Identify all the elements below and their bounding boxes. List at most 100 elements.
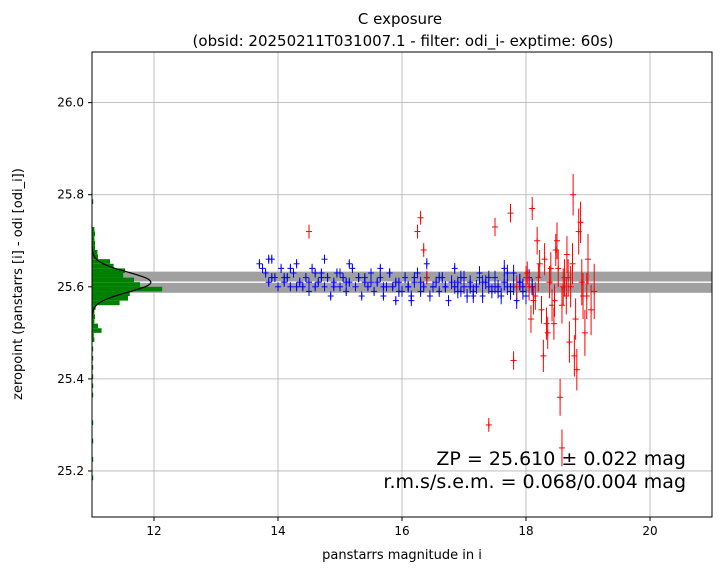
histogram-bar [92,249,98,255]
rejected-star-point [546,266,553,299]
histogram-bar [92,392,94,398]
used-star-point [380,291,387,301]
rejected-star-point [570,174,577,216]
y-tick-label: 26.0 [57,96,84,110]
used-star-point [504,278,511,296]
rejected-star-point [414,224,421,239]
used-star-point [343,277,350,287]
rejected-star-point [551,284,558,317]
x-tick-label: 14 [270,524,285,538]
rejected-star-point [420,243,427,257]
rejected-star-point [423,270,430,285]
used-star-point [256,259,263,269]
rejected-stars-series [306,174,598,467]
used-star-point [402,272,409,284]
histogram-bar [92,240,95,246]
used-star-point [355,272,362,283]
histogram-bar [92,277,134,283]
used-star-point [293,282,300,292]
rejected-star-point [577,201,584,244]
used-star-point [312,268,319,278]
used-star-point [287,282,294,292]
rejected-star-point [507,203,514,223]
rejected-star-point [561,259,568,297]
histogram-bar [92,259,110,264]
y-tick-label: 25.2 [57,464,84,478]
histogram-bar [92,328,102,333]
used-star-point [519,283,526,300]
used-star-point [306,277,312,287]
rejected-star-point [536,249,543,278]
rejected-star-point [555,249,562,287]
used-star-point [470,289,477,303]
used-star-point [377,263,384,273]
histogram-bar [92,199,94,204]
used-star-point [324,272,331,283]
used-star-point [268,272,275,283]
used-star-point [426,290,433,302]
used-star-point [371,286,378,297]
rejected-star-point [513,275,520,299]
histogram-bar [92,457,94,462]
used-star-point [451,262,458,274]
used-star-point [451,279,458,294]
used-star-point [507,283,514,300]
used-star-point [318,272,325,283]
used-stars-series [256,254,536,309]
used-star-point [368,268,374,278]
rejected-star-point [557,378,564,416]
histogram-bar [92,236,95,241]
rejected-star-point [580,272,587,320]
rejected-star-point [534,226,541,255]
chart-subtitle: (obsid: 20250211T031007.1 - filter: odi_… [193,32,614,51]
rms-annotation: r.m.s/s.e.m. = 0.068/0.004 mag [383,471,686,493]
rejected-star-point [526,272,533,301]
histogram-bar [92,475,94,481]
histogram-bar [92,268,125,273]
histogram-bar [92,245,95,250]
used-star-point [420,281,427,293]
used-star-point [281,272,288,283]
used-star-point [265,254,272,264]
rejected-star-point [572,298,579,340]
rejected-star-point [554,222,560,260]
rejected-star-point [558,286,565,324]
rejected-star-point [538,296,545,324]
zeropoint-band [92,271,712,293]
used-star-point [408,295,415,307]
y-tick-label: 25.4 [57,372,84,386]
x-tick-label: 20 [642,524,657,538]
used-star-point [442,281,449,293]
histogram-bar [92,291,130,297]
y-tick-label: 25.6 [57,280,84,294]
rejected-star-point [535,263,542,292]
x-axis-ticks: 12 14 16 18 20 [146,517,658,538]
used-star-point [414,267,421,279]
used-star-point [501,260,508,277]
histogram-bar [92,272,124,278]
rejected-star-point [529,197,536,221]
used-star-point [265,277,272,287]
rejected-star-point [560,268,567,306]
used-star-point [293,259,300,269]
rejected-star-point [530,286,537,315]
histogram-bar [92,282,140,287]
zeropoint-histogram [91,199,163,481]
used-star-point [417,276,424,288]
histogram-bar [92,374,94,379]
histogram-bar [92,337,95,343]
used-star-point [352,282,359,292]
used-star-point [361,272,368,283]
used-star-point [349,263,356,273]
rejected-star-point [485,418,492,432]
used-star-point [309,263,316,273]
x-tick-label: 12 [146,524,161,538]
used-star-point [436,272,443,284]
rejected-star-point [569,243,576,285]
rejected-star-point [543,307,550,340]
used-star-point [287,263,294,273]
used-star-point [312,282,319,292]
used-star-point [290,268,297,278]
used-star-point [364,282,371,292]
